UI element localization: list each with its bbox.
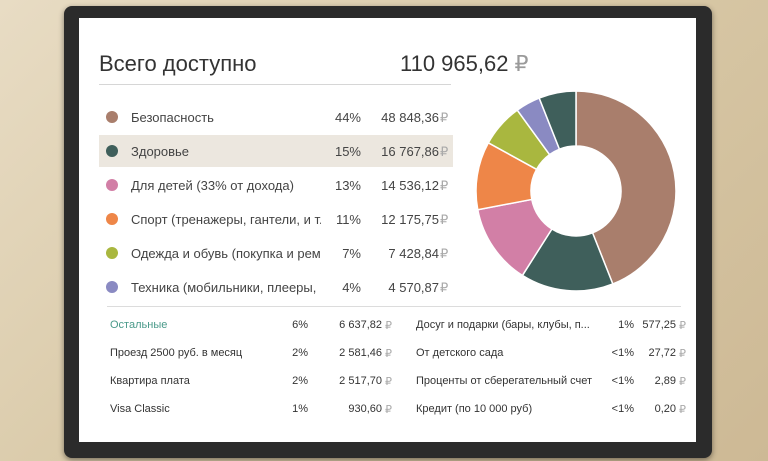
category-label: Техника (мобильники, плееры, ... — [131, 280, 321, 295]
item-amount: 27,72 — [648, 347, 676, 359]
ruble-icon: ₽ — [385, 376, 392, 388]
legend-dot — [106, 179, 118, 191]
item-label: От детского сада — [416, 347, 504, 359]
ruble-icon: ₽ — [440, 280, 449, 295]
ruble-icon: ₽ — [679, 348, 686, 360]
category-row[interactable]: Здоровье 15% 16 767,86 ₽ — [99, 135, 453, 167]
ruble-icon: ₽ — [679, 320, 686, 332]
item-percent: <1% — [611, 403, 634, 415]
category-percent: 13% — [334, 178, 361, 193]
item-amount: 2,89 — [654, 375, 676, 387]
total-amount: 110 965,62 ₽ — [400, 51, 528, 77]
ruble-icon: ₽ — [679, 376, 686, 388]
category-row[interactable]: Для детей (33% от дохода) 13% 14 536,12 … — [99, 169, 453, 201]
legend-dot — [106, 247, 118, 259]
ruble-icon: ₽ — [679, 404, 686, 416]
category-amount: 48 848,36 — [381, 110, 439, 125]
item-label: Квартира плата — [110, 375, 190, 387]
title-divider — [99, 84, 451, 85]
item-amount: 0,20 — [654, 403, 676, 415]
item-label: Кредит (по 10 000 руб) — [416, 403, 533, 415]
item-label: Visa Classic — [110, 403, 170, 415]
ruble-icon: ₽ — [385, 320, 392, 332]
ruble-icon: ₽ — [440, 246, 449, 261]
item-percent: <1% — [611, 347, 634, 359]
item-percent: 6% — [292, 319, 308, 331]
item-percent: 1% — [292, 403, 308, 415]
category-label: Для детей (33% от дохода) — [131, 178, 294, 193]
category-row[interactable]: Одежда и обувь (покупка и рем... 7% 7 42… — [99, 237, 453, 269]
legend-dot — [106, 281, 118, 293]
item-amount: 577,25 — [642, 319, 676, 331]
page-title: Всего доступно — [99, 51, 257, 76]
category-percent: 4% — [342, 280, 361, 295]
item-percent: 1% — [618, 319, 634, 331]
section-divider — [107, 306, 681, 307]
others-link[interactable]: Остальные — [110, 319, 168, 331]
legend-dot — [106, 213, 118, 225]
budget-screen: Всего доступно 110 965,62 ₽ Безопасность … — [79, 18, 696, 442]
ruble-icon: ₽ — [514, 51, 529, 76]
category-label: Здоровье — [131, 144, 190, 159]
item-percent: <1% — [611, 375, 634, 387]
donut-segment[interactable] — [575, 90, 677, 285]
category-row[interactable]: Техника (мобильники, плееры, ... 4% 4 57… — [99, 271, 453, 303]
ruble-icon: ₽ — [440, 144, 449, 159]
category-amount: 7 428,84 — [388, 246, 439, 261]
item-label: Проценты от сберегательный счет — [416, 375, 593, 387]
donut-segment[interactable] — [538, 90, 577, 151]
category-amount: 16 767,86 — [381, 144, 439, 159]
category-percent: 7% — [342, 246, 361, 261]
item-percent: 2% — [292, 375, 308, 387]
ruble-icon: ₽ — [440, 178, 449, 193]
category-amount: 14 536,12 — [381, 178, 439, 193]
category-amount: 4 570,87 — [388, 280, 439, 295]
category-label: Одежда и обувь (покупка и рем... — [131, 246, 321, 261]
donut-chart[interactable] — [475, 90, 677, 292]
item-amount: 930,60 — [348, 403, 382, 415]
ruble-icon: ₽ — [385, 404, 392, 416]
ruble-icon: ₽ — [440, 212, 449, 227]
legend-dot — [106, 145, 118, 157]
category-percent: 15% — [334, 144, 361, 159]
category-row[interactable]: Безопасность 44% 48 848,36 ₽ — [99, 101, 453, 133]
category-percent: 44% — [334, 110, 361, 125]
item-label: Досуг и подарки (бары, клубы, п... — [416, 319, 590, 331]
item-amount: 2 581,46 — [339, 347, 382, 359]
ruble-icon: ₽ — [385, 348, 392, 360]
item-percent: 2% — [292, 347, 308, 359]
total-value: 110 965,62 — [400, 51, 509, 76]
category-row[interactable]: Спорт (тренажеры, гантели, и т... 11% 12… — [99, 203, 453, 235]
category-amount: 12 175,75 — [381, 212, 439, 227]
item-amount: 6 637,82 — [339, 319, 382, 331]
category-label: Спорт (тренажеры, гантели, и т... — [131, 212, 321, 227]
category-percent: 11% — [335, 212, 361, 227]
item-amount: 2 517,70 — [339, 375, 382, 387]
ruble-icon: ₽ — [440, 110, 449, 125]
legend-dot — [106, 111, 118, 123]
item-label: Проезд 2500 руб. в месяц — [110, 347, 243, 359]
category-label: Безопасность — [131, 110, 214, 125]
